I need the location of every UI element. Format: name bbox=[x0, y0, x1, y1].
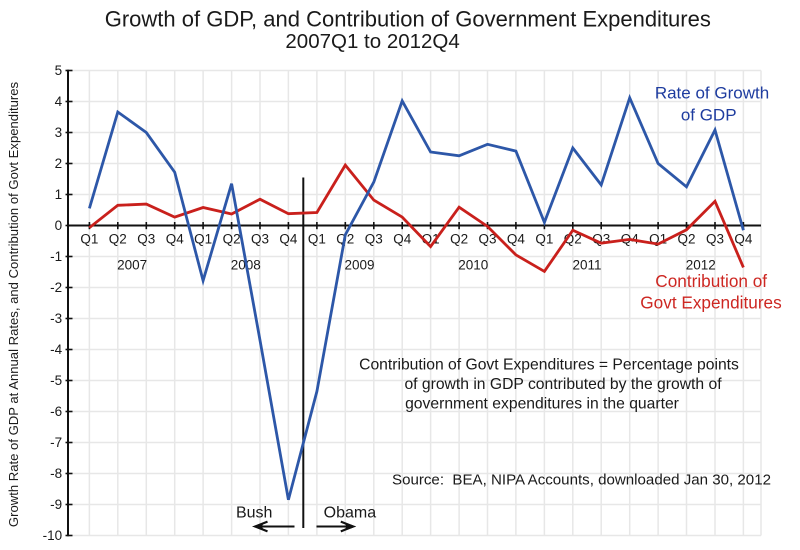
svg-text:Q2: Q2 bbox=[109, 231, 127, 246]
svg-text:2: 2 bbox=[55, 156, 63, 171]
svg-text:-2: -2 bbox=[50, 280, 62, 295]
svg-text:Contribution of: Contribution of bbox=[655, 271, 767, 291]
svg-text:Contribution of Govt Expenditu: Contribution of Govt Expenditures = Perc… bbox=[359, 356, 739, 373]
svg-text:4: 4 bbox=[55, 94, 63, 109]
svg-text:Q3: Q3 bbox=[365, 231, 383, 246]
svg-text:Q2: Q2 bbox=[677, 231, 695, 246]
svg-text:Q3: Q3 bbox=[137, 231, 155, 246]
svg-text:Source: BEA, NIPA Accounts, d: Source: BEA, NIPA Accounts, downloaded J… bbox=[392, 472, 771, 489]
svg-text:-4: -4 bbox=[50, 342, 62, 357]
svg-text:Q4: Q4 bbox=[734, 231, 753, 246]
svg-text:Govt Expenditures: Govt Expenditures bbox=[640, 293, 781, 313]
svg-text:-3: -3 bbox=[50, 311, 62, 326]
svg-text:Q4: Q4 bbox=[393, 231, 412, 246]
svg-text:Q4: Q4 bbox=[507, 231, 526, 246]
svg-text:of growth in GDP contributed b: of growth in GDP contributed by the grow… bbox=[404, 376, 722, 393]
svg-text:-7: -7 bbox=[50, 435, 62, 450]
svg-text:-8: -8 bbox=[50, 466, 62, 481]
svg-text:Q3: Q3 bbox=[478, 231, 496, 246]
svg-text:1: 1 bbox=[55, 187, 63, 202]
svg-text:-10: -10 bbox=[43, 528, 63, 543]
svg-text:of GDP: of GDP bbox=[681, 105, 737, 124]
svg-text:Q1: Q1 bbox=[308, 231, 326, 246]
svg-text:Q3: Q3 bbox=[706, 231, 724, 246]
svg-text:Q3: Q3 bbox=[251, 231, 269, 246]
svg-text:Q1: Q1 bbox=[80, 231, 98, 246]
svg-text:2007Q1 to 2012Q4: 2007Q1 to 2012Q4 bbox=[285, 30, 459, 53]
svg-text:2007: 2007 bbox=[117, 257, 147, 272]
svg-text:2009: 2009 bbox=[344, 257, 374, 272]
svg-text:Q4: Q4 bbox=[166, 231, 185, 246]
svg-text:0: 0 bbox=[55, 218, 63, 233]
svg-text:Q4: Q4 bbox=[279, 231, 298, 246]
svg-text:Q2: Q2 bbox=[223, 231, 241, 246]
svg-text:Q2: Q2 bbox=[450, 231, 468, 246]
svg-text:5: 5 bbox=[55, 63, 63, 78]
svg-text:Growth of GDP, and Contributio: Growth of GDP, and Contribution of Gover… bbox=[105, 7, 711, 32]
svg-text:-1: -1 bbox=[50, 249, 62, 264]
svg-text:Obama: Obama bbox=[324, 505, 377, 522]
svg-text:Q1: Q1 bbox=[535, 231, 553, 246]
svg-text:-9: -9 bbox=[50, 497, 62, 512]
svg-text:2011: 2011 bbox=[572, 257, 601, 272]
svg-text:-6: -6 bbox=[50, 404, 62, 419]
svg-text:Rate of Growth: Rate of Growth bbox=[655, 83, 769, 102]
svg-text:Growth Rate of GDP at Annual R: Growth Rate of GDP at Annual Rates, and … bbox=[6, 81, 21, 527]
svg-text:3: 3 bbox=[55, 125, 63, 140]
svg-text:Bush: Bush bbox=[236, 505, 272, 522]
svg-text:2010: 2010 bbox=[458, 257, 488, 272]
svg-text:2012: 2012 bbox=[686, 257, 716, 272]
svg-text:Q1: Q1 bbox=[194, 231, 212, 246]
svg-text:government expenditures in the: government expenditures in the quarter bbox=[405, 396, 679, 413]
svg-text:-5: -5 bbox=[50, 373, 62, 388]
